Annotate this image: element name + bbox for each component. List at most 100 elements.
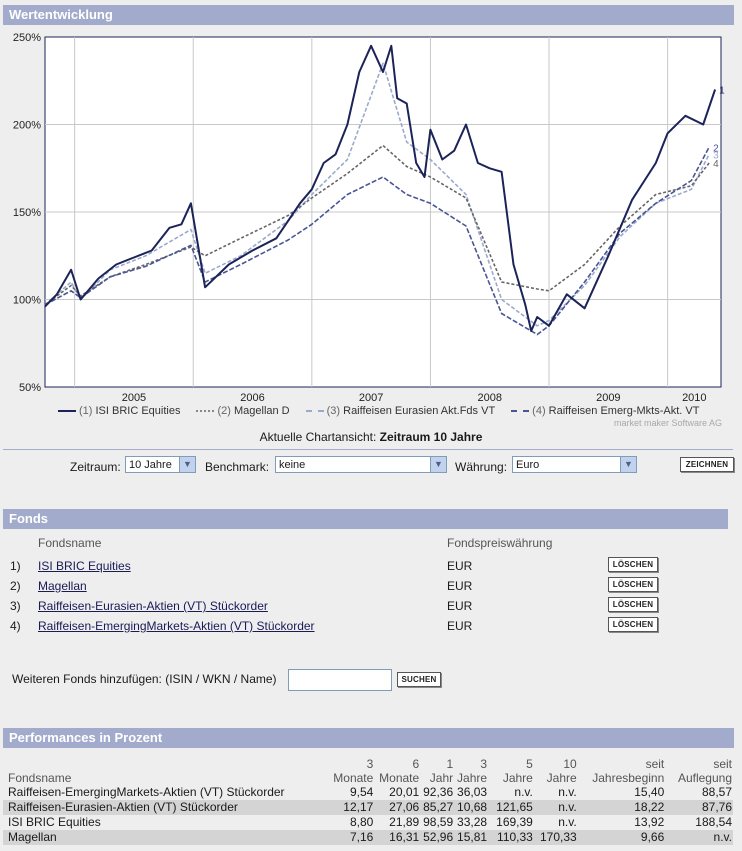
legend-label: ISI BRIC Equities — [95, 405, 181, 417]
perf-cell: 15,81 — [454, 830, 489, 845]
perf-section-header: Performances in Prozent — [3, 728, 734, 748]
perf-cell: 87,76 — [665, 800, 733, 815]
add-fonds-label: Weiteren Fonds hinzufügen: (ISIN / WKN /… — [12, 672, 277, 686]
delete-button[interactable]: LÖSCHEN — [608, 617, 658, 632]
delete-button[interactable]: LÖSCHEN — [608, 577, 658, 592]
table-row: Magellan 7,16 16,31 52,96 15,81 110,33 1… — [3, 830, 733, 845]
perf-cell: n.v. — [558, 785, 577, 799]
perf-cell: 15,40 — [634, 785, 665, 799]
chevron-down-icon[interactable]: ▼ — [430, 457, 446, 472]
perf-cell: 88,57 — [701, 785, 732, 799]
fonds-link[interactable]: Raiffeisen-Eurasien-Aktien (VT) Stückord… — [38, 599, 268, 613]
benchmark-label: Benchmark: — [205, 460, 270, 474]
fonds-link[interactable]: Raiffeisen-EmergingMarkets-Aktien (VT) S… — [38, 619, 315, 633]
y-tick-label: 50% — [19, 382, 41, 394]
perf-cell: 9,54 — [349, 785, 374, 799]
perf-col-3m: 3 Monate — [333, 757, 374, 785]
series-end-label: 1 — [719, 86, 725, 97]
waehrung-label: Währung: — [455, 460, 508, 474]
fonds-link[interactable]: ISI BRIC Equities — [38, 559, 131, 573]
perf-cell: 12,17 — [328, 800, 375, 815]
fonds-col-name: Fondsname — [38, 536, 102, 550]
zeitraum-value: 10 Jahre — [129, 459, 172, 471]
perf-cell: 7,16 — [328, 830, 375, 845]
perf-cell: n.v. — [533, 800, 578, 815]
series-end-label: 3 — [713, 150, 719, 161]
perf-cell: n.v. — [665, 830, 733, 845]
table-row: Raiffeisen-EmergingMarkets-Aktien (VT) S… — [3, 785, 733, 800]
legend-item: (4) Raiffeisen Emerg-Mkts-Akt. VT — [511, 405, 699, 417]
benchmark-value: keine — [279, 459, 306, 471]
search-button[interactable]: SUCHEN — [397, 672, 441, 687]
x-tick-label: 2007 — [359, 392, 383, 404]
fonds-currency: EUR — [447, 579, 473, 593]
zeichnen-button[interactable]: ZEICHNEN — [680, 457, 734, 472]
perf-col-5j: 5 Jahre — [502, 757, 533, 785]
watermark: market maker Software AG — [614, 418, 723, 428]
fonds-col-currency: Fondspreiswährung — [447, 536, 553, 550]
perf-cell-name: Raiffeisen-Eurasien-Aktien (VT) Stückord… — [3, 800, 329, 815]
x-tick-label: 2008 — [477, 392, 501, 404]
divider — [3, 449, 733, 450]
legend-swatch — [305, 410, 324, 413]
legend-swatch — [58, 410, 76, 413]
y-tick-label: 250% — [13, 32, 41, 44]
perf-cell: 27,06 — [374, 800, 421, 815]
legend-number: (3) — [326, 405, 344, 417]
perf-cell-name: Magellan — [3, 830, 329, 845]
legend-swatch — [511, 410, 530, 413]
legend-label: Magellan D — [233, 405, 290, 417]
chevron-down-icon[interactable]: ▼ — [620, 457, 636, 472]
series-end-label: 2 — [713, 143, 719, 154]
performance-table: Fondsname 3 Monate 6 Monate 1 Jahr 3 Jahre 5… — [3, 757, 733, 845]
perf-header-row: Fondsname 3 Monate 6 Monate 1 Jahr 3 Jahre 5… — [3, 757, 733, 785]
perf-cell: 170,33 — [533, 830, 578, 845]
waehrung-select[interactable]: Euro ▼ — [512, 456, 637, 473]
perf-cell: 110,33 — [488, 830, 534, 845]
perf-cell: 21,89 — [389, 815, 420, 829]
fonds-section-header: Fonds — [3, 509, 728, 529]
perf-cell: 121,65 — [488, 800, 534, 815]
series-line-3 — [44, 62, 710, 327]
zeitraum-label: Zeitraum: — [70, 460, 121, 474]
perf-cell: n.v. — [514, 785, 533, 799]
x-tick-label: 2005 — [122, 392, 146, 404]
perf-cell: 52,96 — [420, 830, 455, 845]
perf-cell: 20,01 — [389, 785, 420, 799]
fonds-link[interactable]: Magellan — [38, 579, 87, 593]
legend-item: (1) ISI BRIC Equities — [58, 405, 180, 417]
perf-cell: 10,68 — [454, 800, 489, 815]
y-tick-label: 200% — [13, 120, 41, 132]
table-row: Raiffeisen-Eurasien-Aktien (VT) Stückord… — [3, 800, 733, 815]
perf-cell: 18,22 — [577, 800, 666, 815]
fonds-row-number: 4) — [10, 619, 21, 633]
fonds-currency: EUR — [447, 559, 473, 573]
benchmark-select[interactable]: keine ▼ — [275, 456, 447, 473]
perf-cell-name: ISI BRIC Equities — [8, 815, 101, 829]
chart-svg: 250% 200% 150% 100% 50% 2005 2006 2007 2008 2009 2… — [13, 32, 725, 404]
add-fonds-input[interactable] — [288, 669, 392, 691]
series-end-label: 4 — [713, 159, 719, 170]
perf-cell: 36,03 — [457, 785, 488, 799]
chevron-down-icon[interactable]: ▼ — [179, 457, 195, 472]
perf-col-1j: 1 Jahr — [429, 757, 454, 785]
perf-col-6m: 6 Monate — [379, 757, 420, 785]
caption-value: Zeitraum 10 Jahre — [379, 430, 483, 444]
perf-cell: 8,80 — [349, 815, 374, 829]
perf-col-auflegung: seit Auflegung — [677, 757, 732, 785]
perf-cell: 13,92 — [634, 815, 665, 829]
x-tick-label: 2010 — [682, 392, 706, 404]
legend-label: Raiffeisen Eurasien Akt.Fds VT — [343, 405, 496, 417]
delete-button[interactable]: LÖSCHEN — [608, 597, 658, 612]
legend-item: (2) Magellan D — [196, 405, 290, 417]
perf-cell: 85,27 — [420, 800, 455, 815]
delete-button[interactable]: LÖSCHEN — [608, 557, 658, 572]
chart-section-header: Wertentwicklung — [3, 5, 734, 25]
perf-col-fondsname: Fondsname — [8, 771, 72, 785]
perf-col-10j: 10 Jahre — [546, 757, 577, 785]
fonds-row-number: 1) — [10, 559, 21, 573]
perf-cell: 16,31 — [374, 830, 421, 845]
perf-cell: 188,54 — [695, 815, 732, 829]
zeitraum-select[interactable]: 10 Jahre ▼ — [125, 456, 196, 473]
x-tick-label: 2009 — [596, 392, 620, 404]
